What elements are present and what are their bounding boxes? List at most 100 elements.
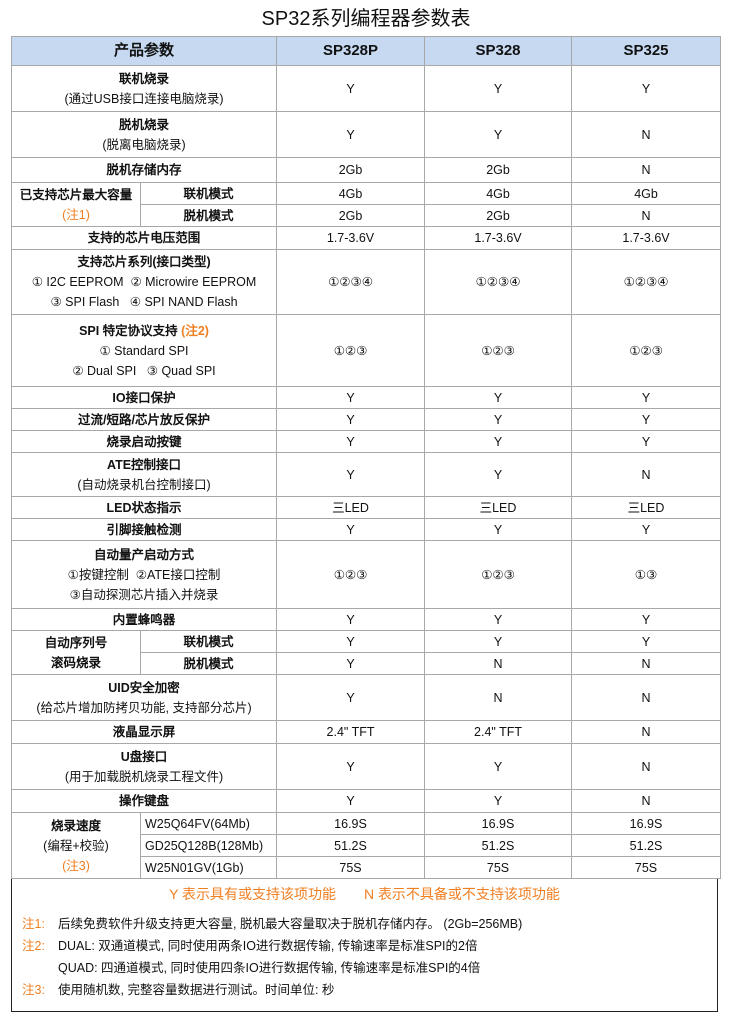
param-cell: 脱机烧录 (脱离电脑烧录) (10, 111, 278, 158)
value-cell: 三LED (424, 496, 573, 519)
value-cell: Y (276, 743, 426, 790)
note-text: 后续免费软件升级支持更大容量, 脱机最大容量取决于脱机存储内存。 (2Gb=25… (58, 917, 523, 931)
param-detail: ③ SPI Flash ④ SPI NAND Flash (50, 295, 238, 309)
value-cell: 1.7-3.6V (424, 226, 573, 250)
note-line: QUAD: 四通道模式, 同时使用四条IO进行数据传输, 传输速率是标准SPI的… (12, 957, 717, 979)
value-cell: Y (424, 630, 573, 653)
value-cell: Y (571, 430, 722, 453)
param-cell: 脱机存储内存 (10, 157, 278, 183)
param-detail: (脱离电脑烧录) (102, 137, 186, 152)
value-cell: 75S (424, 856, 573, 879)
value-cell: Y (424, 65, 573, 112)
param-detail: ① I2C EEPROM ② Microwire EEPROM (31, 275, 257, 289)
param-cell: 液晶显示屏 (10, 720, 278, 744)
content: 产品参数 SP328P SP328 SP325 联机烧录 (通过USB接口连接电脑… (10, 36, 722, 1012)
value-cell: Y (424, 386, 573, 409)
value-cell: 2Gb (424, 157, 573, 183)
value-cell: 16.9S (276, 812, 426, 835)
group-title: 自动序列号 (44, 635, 108, 650)
value-cell: Y (424, 789, 573, 813)
value-cell: ①②③④ (571, 249, 722, 315)
param-cell: 联机烧录 (通过USB接口连接电脑烧录) (10, 65, 278, 112)
value-cell: ①②③ (276, 540, 426, 609)
group-detail: (编程+校验) (43, 838, 109, 853)
table-row: LED状态指示 三LED 三LED 三LED (10, 496, 722, 519)
value-cell: 16.9S (424, 812, 573, 835)
value-cell: ①②③ (571, 314, 722, 387)
value-cell: N (571, 452, 722, 497)
param-title: 内置蜂鸣器 (112, 612, 176, 627)
sub-label: GD25Q128B(128Mb) (139, 834, 278, 857)
value-cell: Y (276, 386, 426, 409)
table-row: 自动量产启动方式 ①按键控制 ②ATE接口控制 ③自动探测芯片插入并烧录 ①②③ ①②③… (10, 540, 722, 609)
param-cell: U盘接口 (用于加载脱机烧录工程文件) (10, 743, 278, 790)
table-row: 联机烧录 (通过USB接口连接电脑烧录) Y Y Y (10, 65, 722, 112)
value-cell: Y (276, 652, 426, 675)
param-title: 过流/短路/芯片放反保护 (78, 412, 210, 427)
value-cell: 2Gb (276, 204, 426, 227)
value-cell: Y (571, 65, 722, 112)
value-cell: ①③ (571, 540, 722, 609)
param-title: 烧录启动按键 (106, 434, 182, 449)
value-cell: Y (276, 430, 426, 453)
header-sp325: SP325 (571, 36, 722, 66)
param-detail: (通过USB接口连接电脑烧录) (64, 91, 224, 106)
note-tag: 注3: (22, 983, 45, 997)
param-cell: 过流/短路/芯片放反保护 (10, 408, 278, 431)
param-detail: ①按键控制 ②ATE接口控制 (67, 567, 221, 582)
value-cell: 51.2S (276, 834, 426, 857)
table-row: 已支持芯片最大容量 (注1) 联机模式 4Gb 4Gb 4Gb (11, 182, 722, 227)
value-cell: ①②③ (424, 314, 573, 387)
value-cell: ①②③ (424, 540, 573, 609)
header-sp328: SP328 (424, 36, 573, 66)
table-row: IO接口保护 Y Y Y (10, 386, 722, 409)
value-cell: N (424, 652, 573, 675)
notes-section: Y 表示具有或支持该项功能 N 表示不具备或不支持该项功能 注1: 后续免费软件升… (11, 879, 718, 1012)
table-row: ATE控制接口 (自动烧录机台控制接口) Y Y N (10, 452, 722, 497)
value-cell: 三LED (276, 496, 426, 519)
param-title: UID安全加密 (108, 680, 180, 695)
param-title-text: SPI 特定协议支持 (79, 323, 178, 338)
value-cell: Y (276, 65, 426, 112)
value-cell: 1.7-3.6V (276, 226, 426, 250)
value-cell: N (571, 111, 722, 158)
header-param: 产品参数 (10, 36, 278, 66)
value-cell: Y (571, 518, 722, 541)
param-title: 支持的芯片电压范围 (87, 231, 201, 245)
param-title: 引脚接触检测 (106, 522, 182, 537)
table-row: 操作键盘 Y Y N (10, 789, 722, 813)
param-cell: LED状态指示 (10, 496, 278, 519)
param-title: 自动量产启动方式 (94, 547, 195, 562)
param-detail: (给芯片增加防拷贝功能, 支持部分芯片) (36, 700, 252, 715)
param-title: 联机烧录 (119, 71, 170, 86)
value-cell: Y (571, 386, 722, 409)
note-ref: (注1) (62, 207, 90, 222)
value-cell: Y (276, 111, 426, 158)
sub-label: 联机模式 (139, 630, 278, 653)
note-ref: (注2) (177, 323, 209, 338)
param-title: SPI 特定协议支持 (注2) (14, 321, 274, 341)
param-detail: ③自动探测芯片插入并烧录 (69, 587, 219, 602)
group-label-cell: 已支持芯片最大容量 (注1) (11, 182, 141, 227)
value-cell: Y (424, 608, 573, 631)
header-row: 产品参数 SP328P SP328 SP325 (10, 36, 722, 66)
value-cell: N (571, 204, 722, 227)
value-cell: 1.7-3.6V (571, 226, 722, 250)
param-cell: 操作键盘 (10, 789, 278, 813)
page-title: SP32系列编程器参数表 (261, 8, 471, 30)
group-label-cell: 自动序列号 滚码烧录 (11, 630, 141, 675)
note-text: DUAL: 双通道模式, 同时使用两条IO进行数据传输, 传输速率是标准SPI的… (58, 939, 478, 953)
param-title: 操作键盘 (119, 794, 170, 808)
sub-label: 联机模式 (139, 182, 278, 205)
param-title: 液晶显示屏 (112, 725, 176, 739)
table-row: W25N01GV(1Gb) 75S 75S 75S (12, 856, 722, 879)
param-title: U盘接口 (120, 749, 168, 764)
sub-label: 脱机模式 (139, 204, 278, 227)
param-cell: UID安全加密 (给芯片增加防拷贝功能, 支持部分芯片) (10, 674, 278, 721)
value-cell: 4Gb (424, 182, 573, 205)
value-cell: Y (276, 630, 426, 653)
table-row: 支持的芯片电压范围 1.7-3.6V 1.7-3.6V 1.7-3.6V (10, 226, 722, 250)
param-cell: 支持的芯片电压范围 (10, 226, 278, 250)
value-cell: Y (571, 408, 722, 431)
table-row: SPI 特定协议支持 (注2) ① Standard SPI ② Dual SPI … (10, 314, 722, 387)
